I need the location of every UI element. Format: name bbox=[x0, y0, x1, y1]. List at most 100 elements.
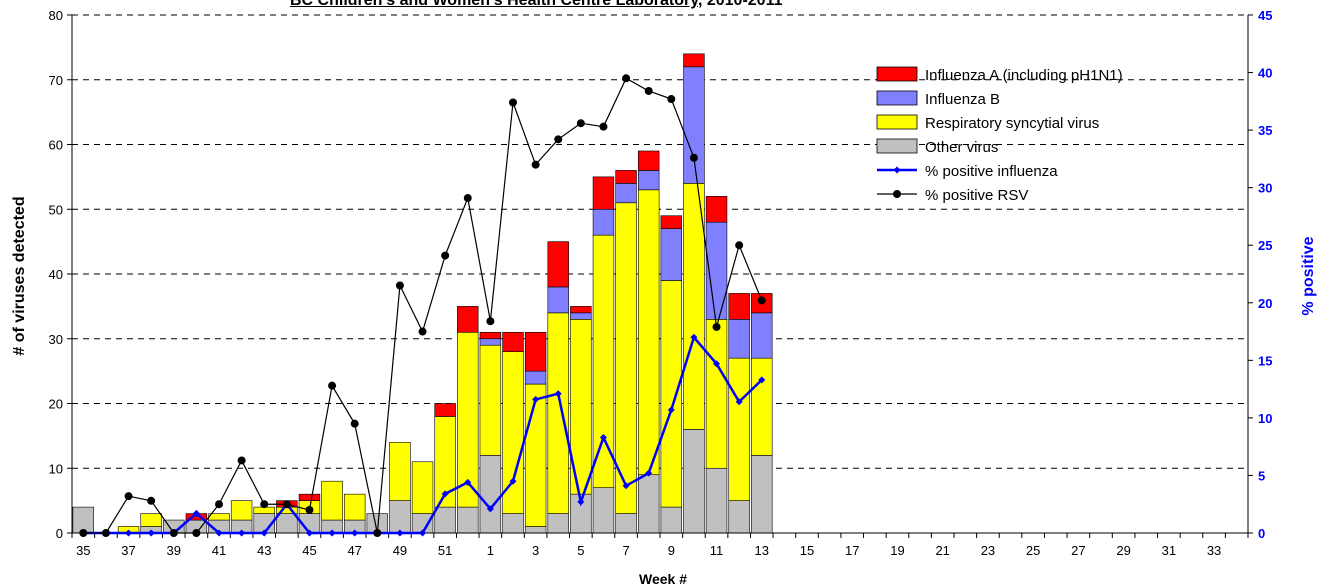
x-tick-label: 25 bbox=[1026, 543, 1040, 558]
bar-segment bbox=[705, 319, 728, 469]
rsv-point bbox=[395, 281, 404, 290]
rsv-point bbox=[215, 500, 223, 509]
legend-swatch bbox=[876, 90, 918, 106]
bar-segment bbox=[683, 66, 705, 184]
legend-swatch bbox=[876, 66, 918, 82]
influenza-point bbox=[396, 529, 404, 537]
x-tick-label: 43 bbox=[257, 543, 271, 558]
bar-segment bbox=[615, 170, 637, 184]
rsv-point bbox=[101, 529, 110, 537]
influenza-point bbox=[147, 529, 155, 537]
bar-segment bbox=[276, 513, 298, 534]
bar-segment bbox=[570, 312, 592, 320]
influenza-point bbox=[464, 478, 472, 486]
bar-segment bbox=[230, 500, 253, 521]
rsv-point bbox=[463, 194, 472, 203]
legend-marker bbox=[893, 190, 901, 198]
bar-segment bbox=[728, 500, 750, 534]
influenza-point bbox=[690, 333, 698, 341]
legend: Influenza A (including pH1N1) Influenza B… bbox=[876, 66, 1123, 204]
bar-segment bbox=[479, 344, 502, 456]
rsv-point bbox=[418, 327, 427, 336]
x-tick-label: 9 bbox=[668, 543, 675, 558]
gridlines bbox=[72, 14, 1248, 469]
chart-title: BC Children's and Women's Health Centre … bbox=[290, 0, 783, 10]
influenza-point bbox=[735, 398, 743, 406]
legend-marker bbox=[893, 166, 901, 174]
y-tick-label: 80 bbox=[49, 8, 63, 23]
bar-segment bbox=[524, 383, 547, 527]
rsv-point bbox=[169, 529, 178, 537]
bar-segment bbox=[570, 306, 592, 314]
bar-segment bbox=[705, 196, 728, 223]
chart-title-suffix: , 2010-2011 bbox=[697, 0, 783, 9]
legend-swatch bbox=[876, 114, 918, 130]
influenza-point bbox=[238, 529, 246, 537]
influenza-point bbox=[486, 505, 494, 513]
bar-segment bbox=[343, 493, 366, 521]
legend-label: % positive influenza bbox=[925, 163, 1058, 180]
rsv-point bbox=[622, 74, 631, 83]
influenza-point bbox=[667, 406, 675, 414]
bar-segment bbox=[547, 241, 569, 288]
bar-segment bbox=[728, 293, 750, 320]
influenza-point bbox=[599, 433, 607, 441]
influenza-point bbox=[215, 529, 223, 537]
percent-lines bbox=[79, 74, 766, 537]
x-tick-label: 33 bbox=[1207, 543, 1221, 558]
influenza-point bbox=[645, 469, 653, 477]
y2-tick-label: 25 bbox=[1258, 238, 1272, 253]
influenza-point bbox=[419, 529, 427, 537]
x-tick-label: 7 bbox=[622, 543, 629, 558]
rsv-point bbox=[305, 505, 314, 514]
y-tick-label: 0 bbox=[56, 526, 63, 541]
bar-segment bbox=[434, 403, 456, 417]
x-tick-label: 35 bbox=[76, 543, 90, 558]
bar-segment bbox=[502, 513, 524, 534]
influenza-point bbox=[509, 477, 517, 485]
rsv-point bbox=[599, 122, 608, 131]
bar-segment bbox=[660, 506, 683, 534]
bar-segment bbox=[479, 331, 502, 340]
y-tick-label: 40 bbox=[49, 267, 63, 282]
x-tick-label: 23 bbox=[981, 543, 995, 558]
rsv-point bbox=[79, 529, 88, 537]
rsv-point bbox=[689, 153, 698, 162]
influenza-point bbox=[554, 390, 562, 398]
y-tick-label: 50 bbox=[49, 202, 63, 217]
y-axis-label: # of viruses detected bbox=[11, 196, 28, 355]
y-tick-label: 60 bbox=[49, 138, 63, 153]
bar-segment bbox=[524, 526, 547, 534]
x-tick-label: 5 bbox=[577, 543, 584, 558]
y2-tick-label: 10 bbox=[1258, 411, 1272, 426]
influenza-point bbox=[125, 529, 133, 537]
bar-segment bbox=[615, 183, 637, 204]
x-tick-label: 29 bbox=[1116, 543, 1130, 558]
bar-segment bbox=[637, 474, 660, 534]
bar-segment bbox=[637, 170, 660, 191]
influenza-point bbox=[328, 529, 336, 537]
bar-segment bbox=[683, 53, 705, 68]
influenza-point bbox=[577, 498, 585, 506]
rsv-point bbox=[237, 456, 246, 465]
influenza-point bbox=[441, 490, 449, 498]
x-tick-label: 11 bbox=[710, 543, 724, 558]
bar-segment bbox=[751, 357, 773, 456]
x-tick-label: 27 bbox=[1071, 543, 1085, 558]
y2-tick-label: 45 bbox=[1258, 8, 1272, 23]
x-tick-label: 49 bbox=[393, 543, 407, 558]
legend-label: % positive RSV bbox=[925, 187, 1028, 204]
rsv-point bbox=[373, 529, 382, 537]
x-tick-label: 17 bbox=[845, 543, 859, 558]
bar-segment bbox=[592, 208, 615, 236]
influenza-point bbox=[532, 395, 540, 403]
rsv-point bbox=[667, 95, 676, 104]
rsv-point bbox=[350, 419, 359, 428]
bar-segment bbox=[751, 454, 773, 534]
legend-swatch bbox=[876, 138, 918, 154]
legend-label: Influenza A (including pH1N1) bbox=[925, 67, 1123, 84]
rsv-point bbox=[147, 496, 156, 505]
bar-segment bbox=[637, 189, 660, 476]
y2-tick-label: 40 bbox=[1258, 66, 1272, 81]
